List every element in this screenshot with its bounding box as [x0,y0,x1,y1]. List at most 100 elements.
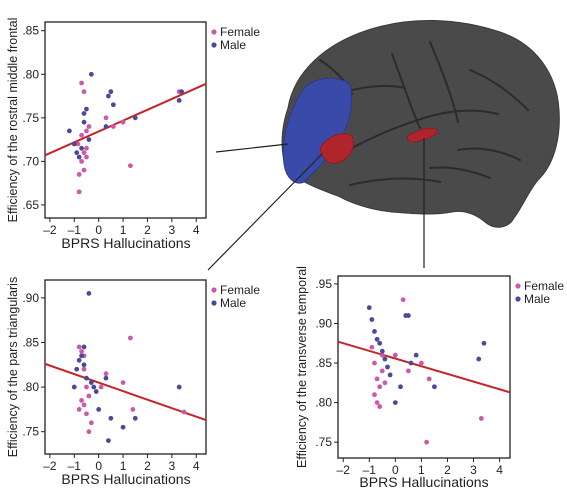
y-tick-label: .75 [22,111,39,125]
data-point [372,328,377,334]
data-point [79,158,84,164]
data-point [74,366,80,372]
data-point [79,145,84,151]
data-point [176,98,182,103]
data-point [81,402,87,408]
x-tick-label: 0 [392,463,399,477]
regression-line [44,362,207,422]
data-point [181,409,187,415]
regression-line [44,82,207,157]
y-tick-label: .70 [22,154,39,168]
data-point [98,384,104,390]
x-axis-label: BPRS Hallucinations [61,235,190,251]
x-tick-label: –2 [337,463,351,477]
data-point [387,372,393,378]
legend-marker-male [515,296,521,302]
data-point [84,145,89,151]
y-tick-label: .75 [315,435,332,449]
data-point [130,406,136,412]
data-point [476,356,482,362]
data-point [106,438,111,444]
legend-marker-female [211,29,217,35]
data-point [132,115,138,121]
y-axis-label: Efficiency of the rostral middle frontal [6,18,20,223]
data-point [108,89,114,95]
data-point [79,353,84,359]
brain-illustration [281,20,560,228]
data-point [84,375,89,381]
data-point [86,290,92,296]
y-tick-label: .80 [315,396,332,410]
data-point [76,406,82,412]
data-point [374,336,380,342]
data-point [426,376,432,382]
data-point [127,335,133,341]
x-tick-label: 2 [444,463,451,477]
y-tick-label: .90 [315,316,332,330]
data-point [478,416,484,421]
data-point [103,124,109,129]
y-tick-label: .85 [22,24,39,38]
plot-frame [44,21,207,219]
data-point [79,398,84,403]
y-axis-label: Efficiency of the transverse temporal [295,266,309,468]
data-point [108,415,114,421]
data-point [81,167,87,173]
data-point [179,89,185,95]
data-point [405,368,411,374]
data-point [71,141,77,147]
data-point [374,376,380,382]
legend-label-male: Male [524,292,550,306]
data-point [369,344,375,350]
regression-line [337,340,511,394]
data-point [88,380,94,386]
data-point [372,360,377,366]
data-point [84,128,89,134]
y-axis-label: Efficiency of the pars triangularis [6,277,20,457]
legend-marker-female [211,287,217,293]
x-axis-label: BPRS Hallucinations [61,471,190,487]
connector-pars-triangularis [207,153,323,271]
legend-marker-male [211,42,217,48]
chart-panel-3: .75 .80 .85 .90 .95 –2 –1 0 1 2 3 4 BPRS Hallucinati… [295,266,564,490]
data-point [379,348,385,354]
data-point [372,392,377,398]
data-point [374,400,380,406]
y-tick-label: .80 [22,67,39,81]
data-point [392,400,398,406]
data-point [81,119,87,125]
data-point [120,380,126,386]
data-point [76,154,82,160]
data-point [81,362,87,368]
series-female [369,297,484,445]
data-point [84,411,89,417]
data-point [86,393,92,399]
data-point [88,71,94,77]
y-tick-label: .90 [22,291,39,305]
data-point [398,384,403,390]
data-point [71,384,77,390]
x-tick-label: 1 [418,463,425,477]
data-point [66,128,72,134]
series-female [76,335,187,435]
data-point [81,344,87,350]
data-point [405,313,411,318]
data-point [132,415,138,421]
data-point [432,384,437,390]
data-point [81,150,87,156]
y-tick-label: .80 [22,380,39,394]
data-point [103,371,109,377]
rostral-middle-frontal-region [282,77,353,184]
data-point [84,384,89,390]
series-male [366,305,487,406]
data-point [81,111,87,116]
plot-frame [337,275,511,459]
data-point [93,389,99,394]
data-point [91,384,97,390]
pars-triangularis-region [319,133,354,164]
x-axis-label: BPRS Hallucinations [359,474,488,490]
data-point [377,404,383,409]
